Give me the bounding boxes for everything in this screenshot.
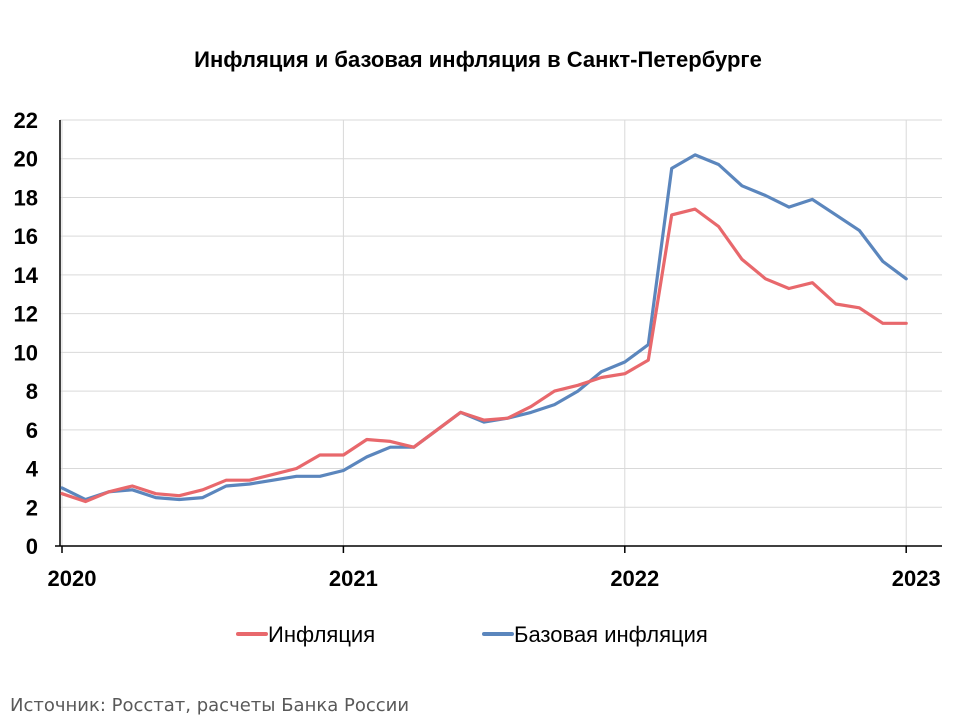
x-tick-label: 2020: [48, 566, 97, 591]
y-tick-label: 22: [14, 108, 38, 133]
y-tick-label: 16: [14, 224, 38, 249]
legend-label-inflation: Инфляция: [268, 622, 375, 647]
y-tick-label: 2: [26, 495, 38, 520]
legend: Инфляция Базовая инфляция: [236, 622, 708, 647]
series-lines: [60, 153, 908, 504]
y-tick-label: 18: [14, 185, 38, 210]
series-line-core-inflation: [60, 153, 908, 502]
y-tick-label: 0: [26, 534, 38, 559]
x-tick-label: 2023: [892, 566, 941, 591]
y-tick-label: 10: [14, 340, 38, 365]
y-tick-label: 8: [26, 379, 38, 404]
x-axis-tick-labels: 2020 2021 2022 2023: [48, 566, 941, 591]
y-tick-label: 14: [14, 263, 39, 288]
y-tick-label: 20: [14, 147, 38, 172]
y-tick-label: 12: [14, 302, 38, 327]
legend-label-core-inflation: Базовая инфляция: [514, 622, 708, 647]
source-note: Источник: Росстат, расчеты Банка России: [10, 695, 409, 716]
x-tick-label: 2022: [610, 566, 659, 591]
series-line-inflation: [60, 207, 908, 504]
chart-title: Инфляция и базовая инфляция в Санкт-Пете…: [194, 47, 762, 72]
y-axis-tick-labels: 0 2 4 6 8 10 12 14 16 18 20 22: [14, 108, 39, 559]
grid: [60, 119, 942, 546]
axes: [55, 120, 942, 553]
x-tick-label: 2021: [329, 566, 378, 591]
y-tick-label: 4: [26, 457, 39, 482]
y-tick-label: 6: [26, 418, 38, 443]
